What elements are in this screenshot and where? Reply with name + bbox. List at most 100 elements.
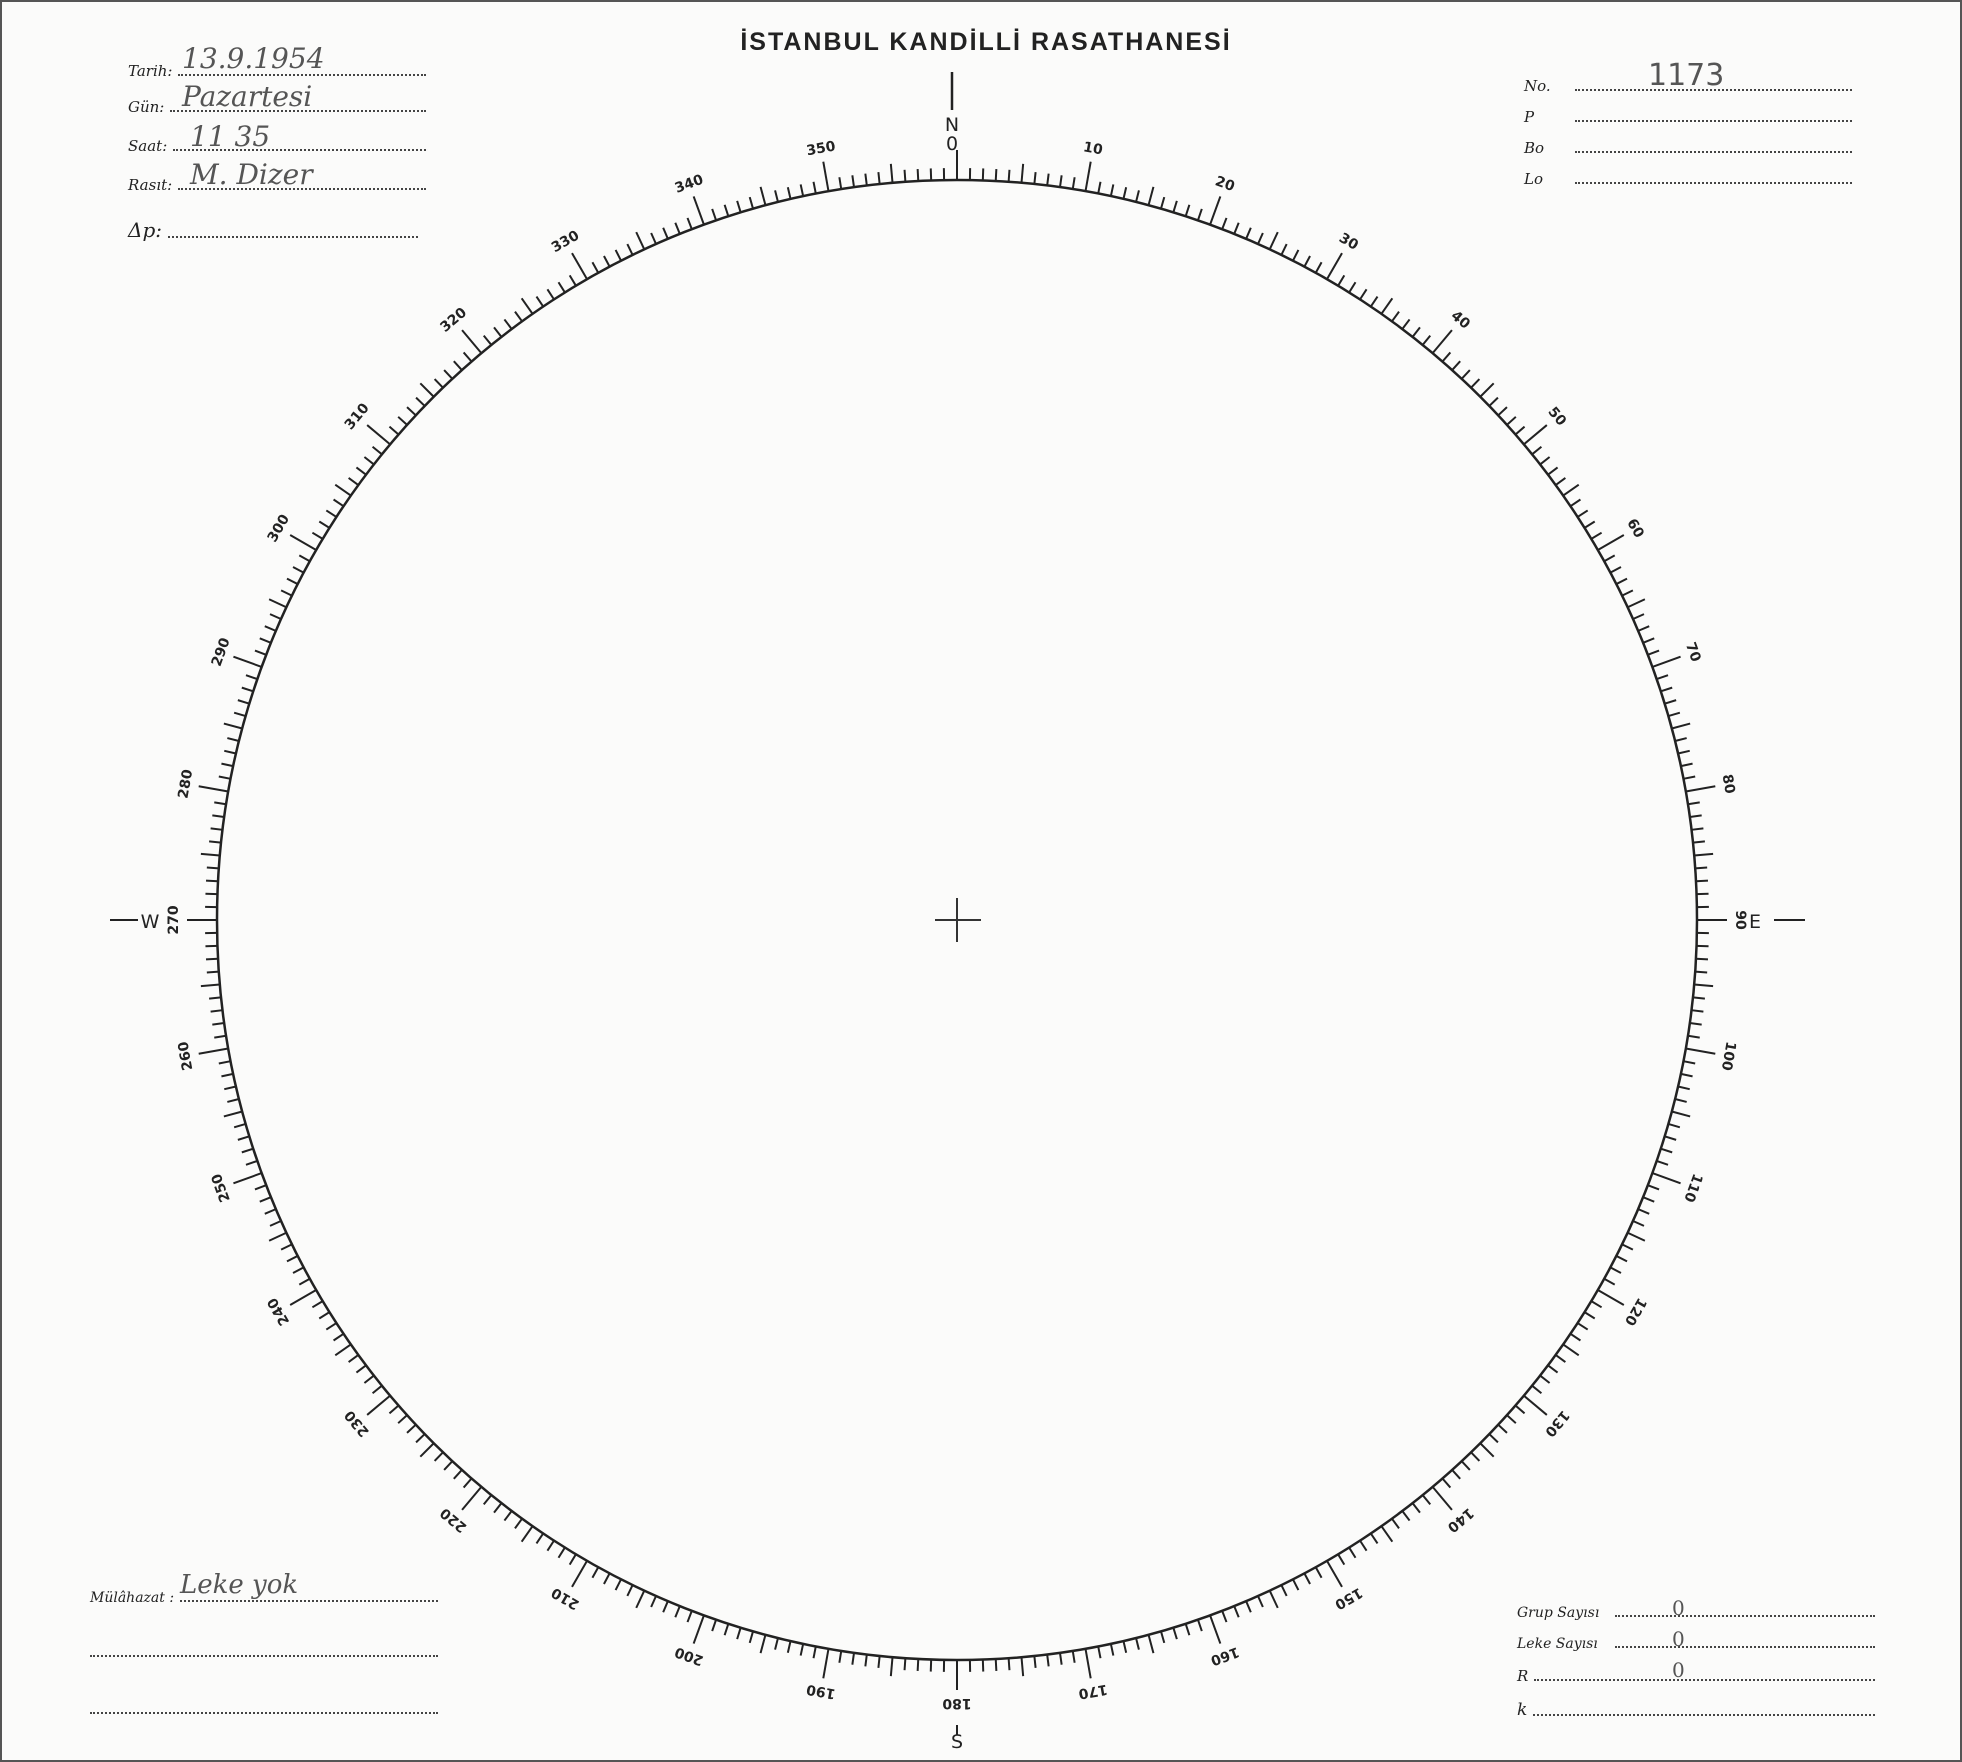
degree-tick [520,1525,534,1543]
field-r[interactable]: R [1517,1667,1875,1685]
field-group-count[interactable]: Grup Sayısı [1517,1605,1875,1621]
degree-tick [1660,1147,1673,1154]
degree-tick [1292,249,1300,262]
degree-tick [571,252,588,280]
degree-tick [1172,200,1178,213]
field-bo[interactable]: Bo [1524,139,1852,157]
degree-tick [571,1560,588,1588]
degree-tick [1497,406,1508,417]
field-remarks[interactable]: Mülâhazat : [90,1590,438,1606]
degree-label-70: 70 [1682,640,1704,664]
degree-tick [233,1172,262,1185]
degree-tick [1656,674,1669,681]
field-label: No. [1524,77,1551,95]
degree-tick [325,509,337,518]
degree-tick [1441,351,1452,363]
degree-tick [1609,1266,1622,1274]
degree-tick [388,425,400,436]
degree-tick [1268,231,1279,250]
degree-tick [1196,1619,1203,1632]
degree-tick [1621,589,1634,597]
degree-label-130: 130 [1541,1407,1572,1440]
degree-tick [1411,1502,1421,1514]
degree-tick [245,1159,258,1166]
degree-tick [1033,172,1037,185]
degree-tick [692,1615,705,1644]
degree-tick [371,1384,383,1395]
degree-tick [1609,566,1622,574]
degree-tick [264,625,277,632]
degree-tick [221,762,234,768]
degree-tick [227,1098,240,1103]
degree-tick [462,1477,473,1489]
degree-tick [1656,1159,1669,1166]
degree-tick [1221,1610,1228,1623]
degree-tick [1680,762,1693,768]
degree-label-170: 170 [1077,1681,1109,1702]
degree-tick [286,1255,299,1263]
field-date[interactable]: Tarih: [128,62,426,80]
degree-tick [1479,1442,1495,1458]
degree-tick [591,261,600,274]
degree-tick [1421,334,1432,346]
degree-tick [1677,749,1690,755]
degree-label-40: 40 [1448,308,1473,333]
remarks-line-2[interactable] [90,1655,438,1661]
degree-tick [1694,983,1714,988]
degree-tick [1245,227,1252,240]
degree-tick [1615,577,1628,585]
degree-tick [686,217,693,230]
field-label: Gün: [128,98,165,116]
field-lo[interactable]: Lo [1524,170,1852,188]
degree-tick [1122,187,1128,200]
degree-tick [1664,1135,1677,1141]
degree-tick [286,577,299,585]
degree-tick [433,378,444,389]
degree-tick [799,184,805,197]
field-time[interactable]: Saat: [128,137,426,155]
degree-tick [333,498,345,508]
degree-tick [851,1652,856,1665]
field-spot-count[interactable]: Leke Sayısı [1517,1636,1875,1652]
field-label: Tarih: [128,62,173,80]
degree-label-110: 110 [1680,1171,1705,1204]
degree-tick [1668,1123,1681,1129]
field-r-value: 0 [1672,1658,1685,1682]
degree-tick [838,1650,843,1663]
degree-tick [1380,1525,1394,1543]
degree-tick [1632,613,1645,620]
degree-ticks [187,150,1727,1690]
field-day[interactable]: Gün: [128,98,426,116]
degree-label-120: 120 [1621,1295,1650,1329]
degree-tick [298,554,311,563]
degree-tick [736,200,742,213]
degree-tick [1569,498,1581,508]
degree-tick [334,483,352,497]
field-number[interactable]: No. [1524,77,1852,95]
degree-tick [889,163,894,183]
degree-tick [1147,1634,1155,1654]
degree-tick [1514,425,1526,436]
degree-tick [1160,1631,1166,1644]
field-p[interactable]: P [1524,108,1852,126]
remarks-line-3[interactable] [90,1712,438,1718]
field-observer[interactable]: Rasıt: [128,176,426,194]
degree-label-220: 220 [437,1504,470,1535]
degree-tick [1337,274,1346,287]
degree-tick [1531,1384,1543,1395]
degree-tick [1084,161,1092,192]
degree-label-320: 320 [437,305,470,336]
degree-tick [212,1021,225,1026]
degree-tick [1506,416,1517,426]
field-delta-p[interactable]: Δp: [128,218,418,242]
degree-tick [1451,1469,1461,1480]
degree-tick [1695,866,1708,870]
field-k[interactable]: k [1517,1700,1875,1720]
degree-label-0: 0 [946,133,958,155]
degree-label-240: 240 [265,1295,294,1329]
degree-tick [259,1196,272,1203]
degree-tick [1268,1590,1279,1609]
dotted-line [178,188,426,190]
degree-tick [1695,970,1708,974]
